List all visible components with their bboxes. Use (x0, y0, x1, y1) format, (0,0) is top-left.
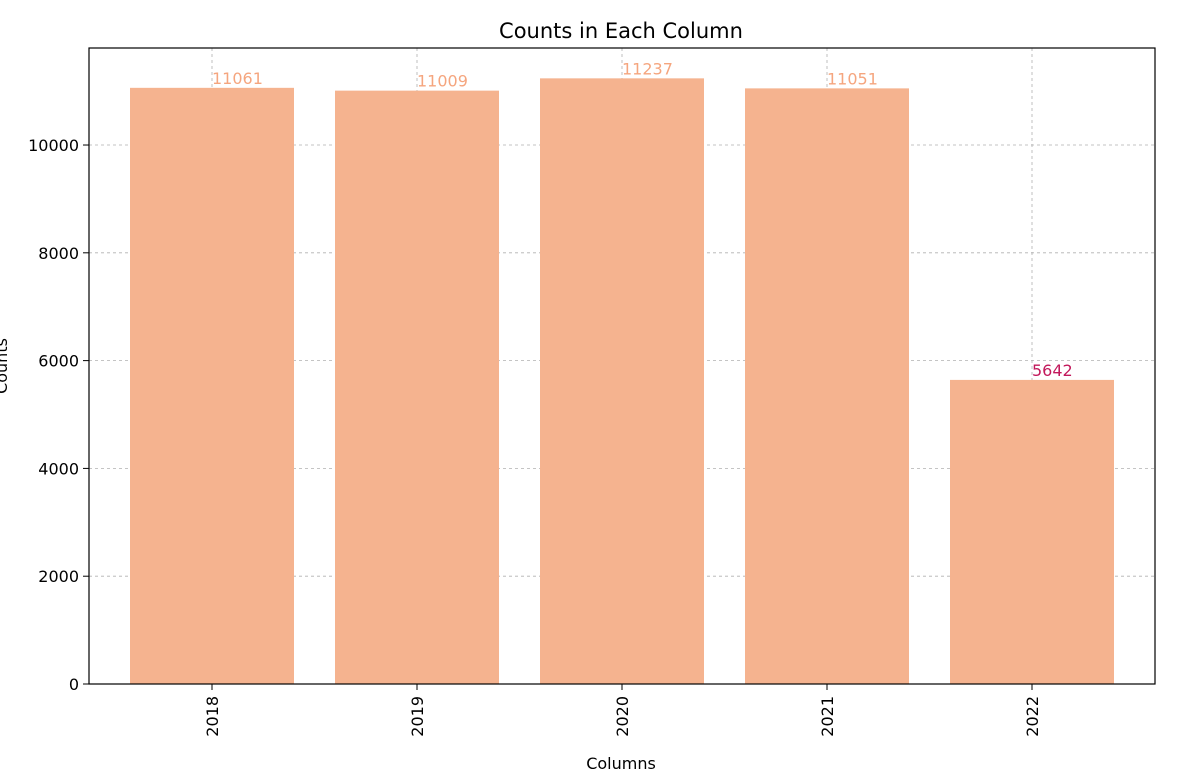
x-axis: 2018 2019 2020 2021 2022 (203, 684, 1042, 737)
data-label-2022: 5642 (1032, 361, 1073, 380)
y-tick-label: 10000 (28, 136, 79, 155)
y-tick-label: 6000 (38, 352, 79, 371)
data-label-2020: 11237 (622, 59, 673, 78)
bar-2020 (540, 78, 704, 685)
y-tick-label: 4000 (38, 459, 79, 478)
bar-2018 (130, 87, 294, 684)
y-tick-label: 0 (69, 675, 79, 694)
x-tick-label: 2020 (613, 696, 632, 737)
data-labels-layer: 11061 11009 11237 11051 5642 (212, 59, 1073, 380)
y-tick-label: 8000 (38, 244, 79, 263)
x-tick-label: 2018 (203, 696, 222, 737)
bar-2022 (950, 379, 1114, 684)
x-tick-label: 2021 (818, 696, 837, 737)
data-label-2018: 11061 (212, 69, 263, 88)
y-tick-label: 2000 (38, 567, 79, 586)
chart-title: Counts in Each Column (499, 19, 743, 43)
bar-2021 (745, 88, 909, 685)
x-tick-label: 2022 (1023, 696, 1042, 737)
y-axis: 0 2000 4000 6000 8000 10000 (28, 136, 89, 694)
x-axis-label: Columns (586, 754, 656, 773)
data-label-2021: 11051 (827, 69, 878, 88)
y-axis-label: Counts (0, 338, 11, 394)
x-tick-label: 2019 (408, 696, 427, 737)
bar-2019 (335, 90, 499, 685)
data-label-2019: 11009 (417, 72, 468, 91)
bars-layer (130, 78, 1114, 685)
